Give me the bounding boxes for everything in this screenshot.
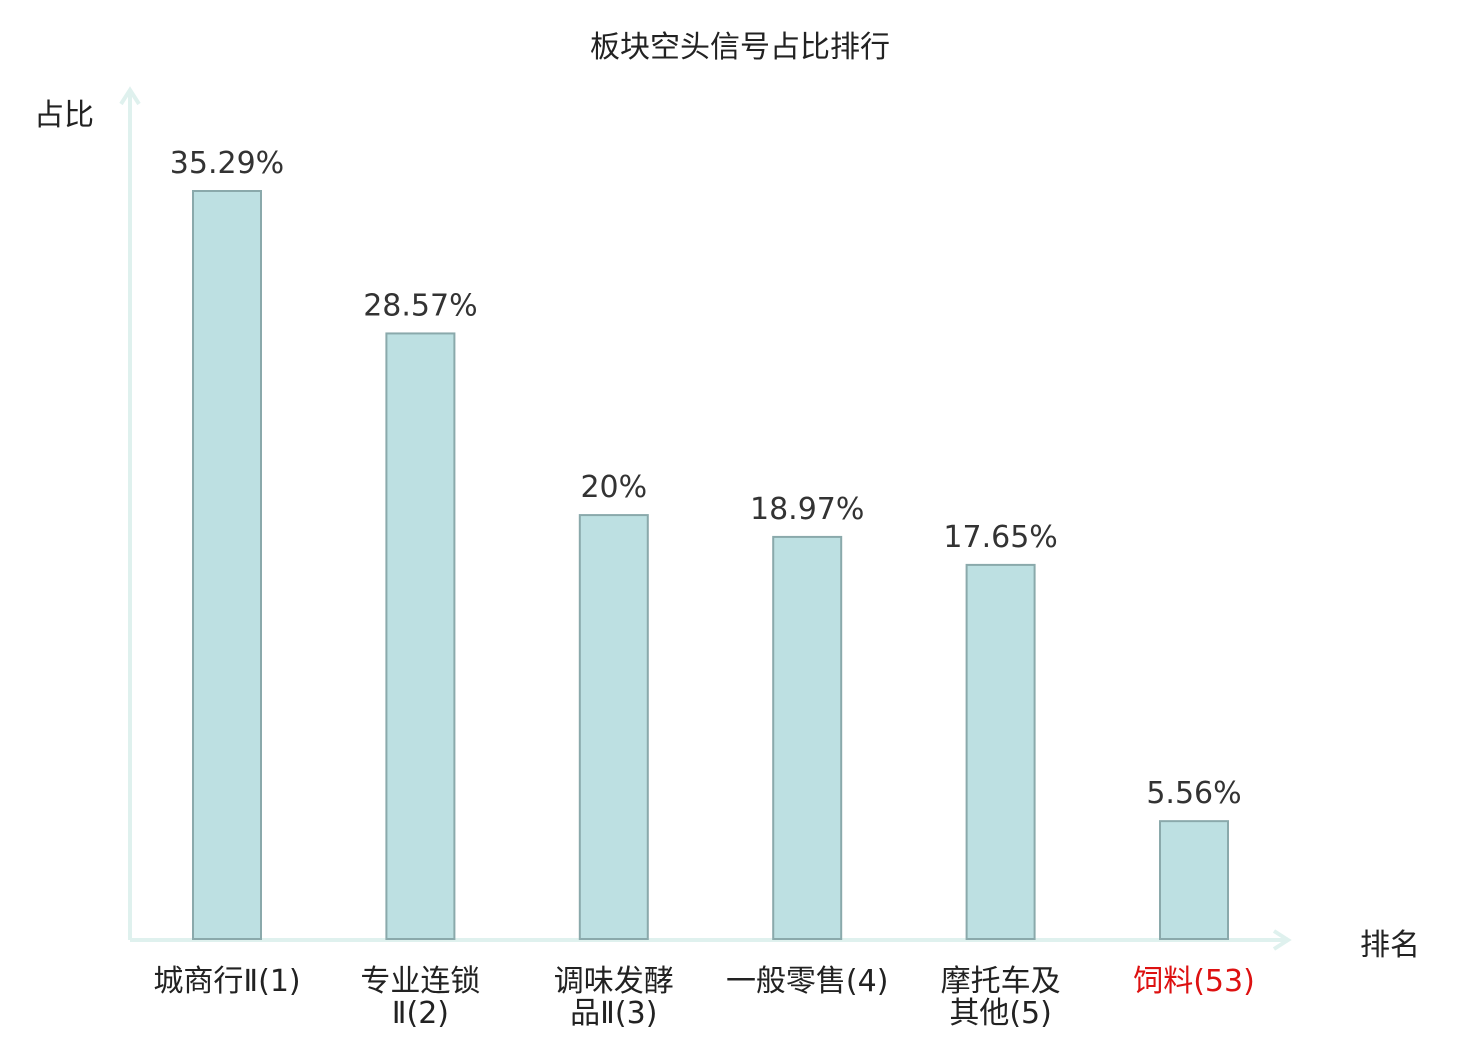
bar <box>578 514 649 940</box>
category-label: 摩托车及 其他(5) <box>940 964 1061 1031</box>
bar <box>1159 820 1229 940</box>
bar-value-label: 18.97% <box>750 492 864 527</box>
x-axis-label: 排名 <box>1360 928 1420 963</box>
chart-title: 板块空头信号占比排行 <box>590 30 890 65</box>
bar-value-label: 35.29% <box>170 146 284 181</box>
x-axis-arrow <box>1272 929 1292 951</box>
category-label: 专业连锁 Ⅱ(2) <box>360 964 481 1031</box>
category-label: 一般零售(4) <box>725 964 889 999</box>
bar <box>385 332 456 941</box>
bar-value-label: 20% <box>580 470 647 505</box>
bar-value-label: 5.56% <box>1146 776 1241 811</box>
category-label: 城商行Ⅱ(1) <box>153 964 301 999</box>
category-label: 调味发酵 品Ⅱ(3) <box>553 964 674 1031</box>
bars <box>192 190 1229 941</box>
value-labels: 35.29% 28.57% 20% 18.97% 17.65% 5.56% <box>170 146 1242 811</box>
y-axis-label: 占比 <box>34 98 94 133</box>
bar-value-label: 28.57% <box>363 288 477 323</box>
y-axis-arrow <box>119 86 141 106</box>
bar <box>965 563 1036 941</box>
bar-value-label: 17.65% <box>943 520 1057 555</box>
axes <box>119 86 1292 951</box>
bar <box>772 535 843 940</box>
bar <box>192 190 262 940</box>
category-label: 饲料(53) <box>1133 964 1255 999</box>
